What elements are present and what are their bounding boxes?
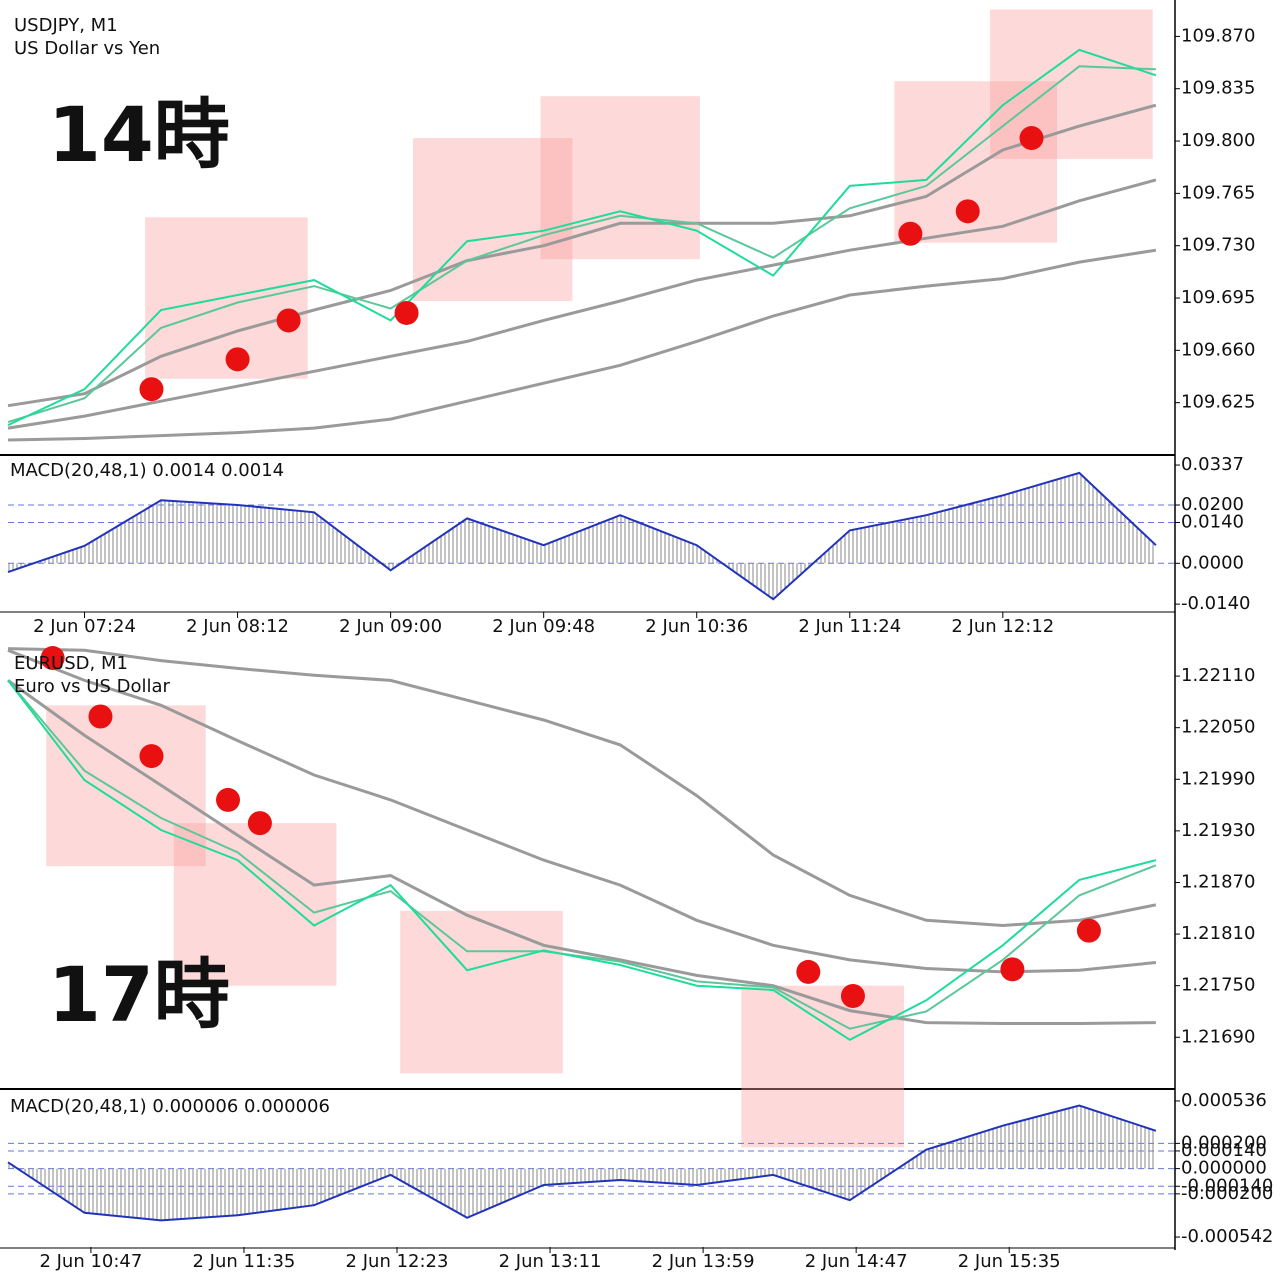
x-tick-label: 2 Jun 09:48 [492,616,595,637]
x-tick-label: 2 Jun 11:35 [192,1251,295,1272]
zone [400,910,563,1074]
signal-dot [216,787,241,812]
y-tick-label: -0.000140 [1181,1175,1273,1196]
signal-dot [88,704,113,729]
macd-histogram [8,1105,1156,1221]
signal-dot [1000,957,1025,982]
ma-line [7,679,1157,1030]
x-tick-label: 2 Jun 15:35 [958,1251,1061,1272]
y-tick-label: 1.22050 [1181,717,1255,738]
x-tick-label: 2 Jun 08:12 [186,616,289,637]
y-tick-label: 0.0337 [1181,454,1244,475]
indicator-title: MACD(20,48,1) 0.0014 0.0014 [10,460,284,481]
ma-line [7,679,1157,1041]
y-tick-label: 1.21870 [1181,871,1255,892]
y-tick-label: 0.000200 [1181,1132,1267,1153]
y-tick-label: 109.625 [1181,392,1255,413]
y-tick-label: 109.660 [1181,339,1255,360]
y-tick-label: 0.0000 [1181,552,1244,573]
y-tick-label: 109.870 [1181,25,1255,46]
chart-subtitle: US Dollar vs Yen [14,38,160,59]
zone [173,823,337,986]
ma-line [7,647,1157,928]
macd-line [7,1104,1157,1222]
x-tick-label: 2 Jun 12:12 [951,616,1054,637]
y-tick-label: -0.000200 [1181,1183,1273,1204]
y-tick-label: 1.21990 [1181,768,1255,789]
signal-dot [276,308,301,333]
annotation: 17時 [48,950,230,1039]
y-tick-label: 0.000000 [1181,1158,1267,1179]
ma-line [7,679,1156,1025]
y-tick-label: 109.765 [1181,182,1255,203]
ma-line [7,248,1157,442]
ma-line [7,65,1156,424]
x-tick-label: 2 Jun 13:59 [652,1251,755,1272]
zone [741,985,904,1148]
signal-dot [796,959,821,984]
signal-dot [955,199,980,224]
y-tick-label: -0.0140 [1181,593,1250,614]
ma-line [7,48,1157,427]
signal-dot [840,983,865,1008]
chart-title: USDJPY, M1 [14,15,118,36]
y-tick-label: 1.22110 [1181,665,1255,686]
chart-title: EURUSD, M1 [14,653,128,674]
y-tick-label: 109.835 [1181,78,1255,99]
macd-line [7,471,1157,601]
chart-subtitle: Euro vs US Dollar [14,676,171,697]
ma-line [7,178,1157,430]
y-tick-label: 1.21750 [1181,975,1255,996]
zone [540,96,700,260]
zone [412,138,573,302]
ma-line [7,103,1157,408]
indicator-title: MACD(20,48,1) 0.000006 0.000006 [10,1096,330,1117]
signal-dot [139,377,164,402]
zone [990,9,1153,159]
signal-dot [247,811,272,836]
signal-dot [394,300,419,325]
x-tick-label: 2 Jun 12:23 [346,1251,449,1272]
x-tick-label: 2 Jun 13:11 [499,1251,602,1272]
signal-dot [225,347,250,372]
macd-histogram [8,472,1156,600]
y-tick-label: 0.000140 [1181,1140,1267,1161]
x-tick-label: 2 Jun 11:24 [798,616,901,637]
x-tick-label: 2 Jun 07:24 [33,616,136,637]
y-tick-label: 1.21810 [1181,923,1255,944]
ma-line [7,648,1157,974]
y-tick-label: -0.000542 [1181,1226,1273,1247]
signal-dot [40,646,65,671]
x-tick-label: 2 Jun 10:47 [39,1251,142,1272]
x-tick-label: 2 Jun 14:47 [805,1251,908,1272]
y-tick-label: 109.730 [1181,235,1255,256]
annotation: 14時 [48,90,230,179]
x-tick-label: 2 Jun 10:36 [645,616,748,637]
y-tick-label: 1.21690 [1181,1026,1255,1047]
y-tick-label: 0.000536 [1181,1090,1267,1111]
x-tick-label: 2 Jun 09:00 [339,616,442,637]
signal-dot [139,744,164,769]
signal-dot [1019,126,1044,151]
zone [46,705,206,867]
y-tick-label: 109.695 [1181,287,1255,308]
y-tick-label: 1.21930 [1181,820,1255,841]
signal-dot [898,221,923,246]
signal-dot [1076,918,1101,943]
y-tick-label: 0.0200 [1181,494,1244,515]
y-tick-label: 0.0140 [1181,511,1244,532]
y-tick-label: 109.800 [1181,130,1255,151]
